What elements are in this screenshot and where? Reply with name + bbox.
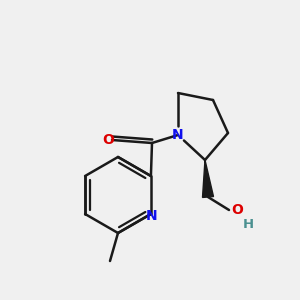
Text: O: O — [231, 203, 243, 217]
Text: O: O — [102, 133, 114, 147]
Polygon shape — [202, 160, 214, 197]
Text: N: N — [172, 128, 184, 142]
Text: H: H — [243, 218, 254, 230]
Text: N: N — [146, 209, 158, 223]
